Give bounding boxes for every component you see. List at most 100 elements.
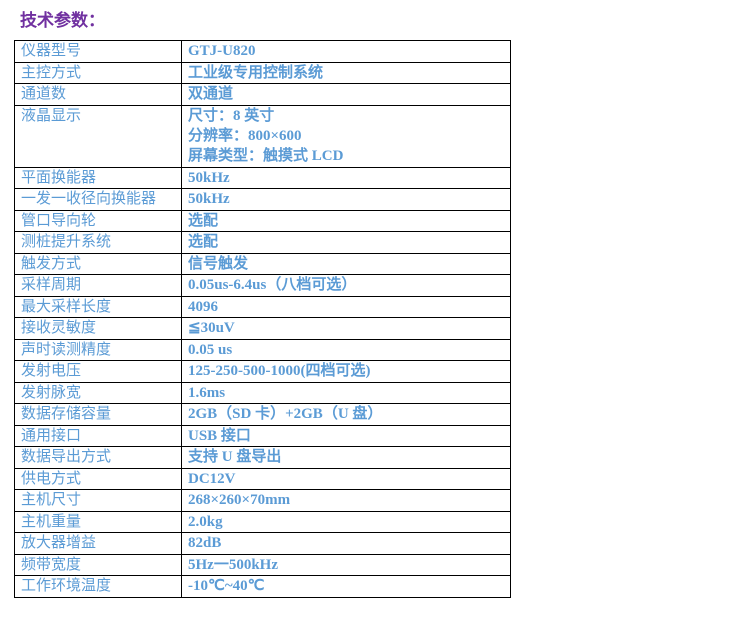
spec-value: 信号触发 [181, 252, 511, 275]
spec-label: 声时读测精度 [14, 338, 182, 361]
table-row: 采样周期 0.05us-6.4us（八档可选） [14, 274, 511, 297]
spec-value-line: 2GB（SD 卡）+2GB（U 盘） [188, 406, 383, 422]
spec-label: 通用接口 [14, 424, 182, 447]
spec-value: 5Hz一500kHz [181, 553, 511, 576]
spec-value: 4096 [181, 295, 511, 318]
spec-value-line: 268×260×70mm [188, 492, 291, 508]
spec-value: 268×260×70mm [181, 489, 511, 512]
spec-value: 0.05us-6.4us（八档可选） [181, 274, 511, 297]
table-row: 供电方式 DC12V [14, 467, 511, 490]
table-row: 发射电压 125-250-500-1000(四档可选) [14, 360, 511, 383]
table-row: 放大器增益 82dB [14, 532, 511, 555]
spec-label: 采样周期 [14, 274, 182, 297]
spec-value-line: DC12V [188, 470, 236, 487]
spec-value-line: 屏幕类型：触摸式 LCD [188, 147, 344, 164]
table-row: 通道数 双通道 [14, 83, 511, 106]
spec-label: 平面换能器 [14, 166, 182, 189]
spec-label: 最大采样长度 [14, 295, 182, 318]
table-row: 数据导出方式 支持 U 盘导出 [14, 446, 511, 469]
table-row: 一发一收径向换能器 50kHz [14, 188, 511, 211]
table-row: 数据存储容量 2GB（SD 卡）+2GB（U 盘） [14, 403, 511, 426]
spec-value-line: 选配 [188, 212, 219, 229]
table-row: 主机尺寸 268×260×70mm [14, 489, 511, 512]
spec-value: GTJ-U820 [181, 40, 511, 63]
spec-value-line: 支持 U 盘导出 [188, 449, 282, 465]
spec-value-line: 0.05us-6.4us（八档可选） [188, 277, 357, 293]
section-title: 技术参数： [20, 11, 105, 30]
spec-value: DC12V [181, 467, 511, 490]
table-row: 发射脉宽 1.6ms [14, 381, 511, 404]
spec-value: ≦30uV [181, 317, 511, 340]
spec-label: 触发方式 [14, 252, 182, 275]
spec-label: 放大器增益 [14, 532, 182, 555]
table-row: 平面换能器 50kHz [14, 166, 511, 189]
spec-value-line: 选配 [188, 234, 219, 250]
spec-value-line: 信号触发 [188, 255, 249, 272]
spec-value-line: -10℃~40℃ [188, 578, 265, 594]
spec-label: 数据导出方式 [14, 446, 182, 469]
spec-label: 液晶显示 [14, 104, 182, 168]
spec-table: 仪器型号 GTJ-U820 主控方式 工业级专用控制系统 通道数 双通道 液晶显示 尺寸：8 … [14, 40, 511, 598]
spec-value-line: 5Hz一500kHz [188, 556, 278, 573]
table-row: 频带宽度 5Hz一500kHz [14, 553, 511, 576]
spec-value-line: 0.05 us [188, 341, 233, 358]
table-row: 主机重量 2.0kg [14, 510, 511, 533]
spec-value: USB 接口 [181, 424, 511, 447]
spec-value: 双通道 [181, 83, 511, 106]
table-row: 声时读测精度 0.05 us [14, 338, 511, 361]
table-row: 测桩提升系统 选配 [14, 231, 511, 254]
spec-value: 选配 [181, 209, 511, 232]
table-row: 工作环境温度 -10℃~40℃ [14, 575, 511, 598]
table-row: 仪器型号 GTJ-U820 [14, 40, 511, 63]
spec-value-line: ≦30uV [188, 320, 235, 336]
spec-value: 50kHz [181, 166, 511, 189]
spec-value-line: 125-250-500-1000(四档可选) [188, 363, 371, 379]
table-row: 接收灵敏度 ≦30uV [14, 317, 511, 340]
spec-value: -10℃~40℃ [181, 575, 511, 598]
spec-value-line: 1.6ms [188, 384, 226, 401]
table-row: 通用接口 USB 接口 [14, 424, 511, 447]
spec-value: 1.6ms [181, 381, 511, 404]
spec-value-line: GTJ-U820 [188, 43, 256, 59]
spec-value: 82dB [181, 532, 511, 555]
spec-value: 50kHz [181, 188, 511, 211]
spec-label: 仪器型号 [14, 40, 182, 63]
spec-value-line: 50kHz [188, 169, 230, 186]
spec-label: 数据存储容量 [14, 403, 182, 426]
spec-value-line: 50kHz [188, 191, 230, 207]
spec-value: 2.0kg [181, 510, 511, 533]
spec-value-line: 双通道 [188, 86, 234, 102]
spec-label: 接收灵敏度 [14, 317, 182, 340]
spec-label: 主机重量 [14, 510, 182, 533]
table-row: 最大采样长度 4096 [14, 295, 511, 318]
spec-value: 工业级专用控制系统 [181, 61, 511, 84]
spec-label: 通道数 [14, 83, 182, 106]
table-row: 管口导向轮 选配 [14, 209, 511, 232]
spec-value: 0.05 us [181, 338, 511, 361]
spec-value-line: 82dB [188, 535, 222, 551]
spec-label: 一发一收径向换能器 [14, 188, 182, 211]
spec-label: 频带宽度 [14, 553, 182, 576]
spec-value-line: 分辨率：800×600 [188, 127, 302, 144]
spec-label: 发射脉宽 [14, 381, 182, 404]
spec-value: 2GB（SD 卡）+2GB（U 盘） [181, 403, 511, 426]
spec-label: 工作环境温度 [14, 575, 182, 598]
spec-label: 管口导向轮 [14, 209, 182, 232]
spec-value: 支持 U 盘导出 [181, 446, 511, 469]
spec-value-line: 工业级专用控制系统 [188, 64, 324, 81]
spec-label: 测桩提升系统 [14, 231, 182, 254]
spec-value-line: USB 接口 [188, 427, 251, 444]
spec-value-line: 4096 [188, 298, 218, 315]
spec-value: 选配 [181, 231, 511, 254]
spec-label: 主控方式 [14, 61, 182, 84]
spec-label: 供电方式 [14, 467, 182, 490]
spec-value-line: 尺寸：8 英寸 [188, 107, 275, 124]
spec-value-line: 2.0kg [188, 513, 223, 530]
spec-value: 尺寸：8 英寸分辨率：800×600 屏幕类型：触摸式 LCD [181, 104, 511, 168]
spec-value: 125-250-500-1000(四档可选) [181, 360, 511, 383]
table-row: 主控方式 工业级专用控制系统 [14, 61, 511, 84]
spec-label: 发射电压 [14, 360, 182, 383]
spec-label: 主机尺寸 [14, 489, 182, 512]
table-row: 液晶显示 尺寸：8 英寸分辨率：800×600 屏幕类型：触摸式 LCD [14, 104, 511, 168]
table-row: 触发方式 信号触发 [14, 252, 511, 275]
